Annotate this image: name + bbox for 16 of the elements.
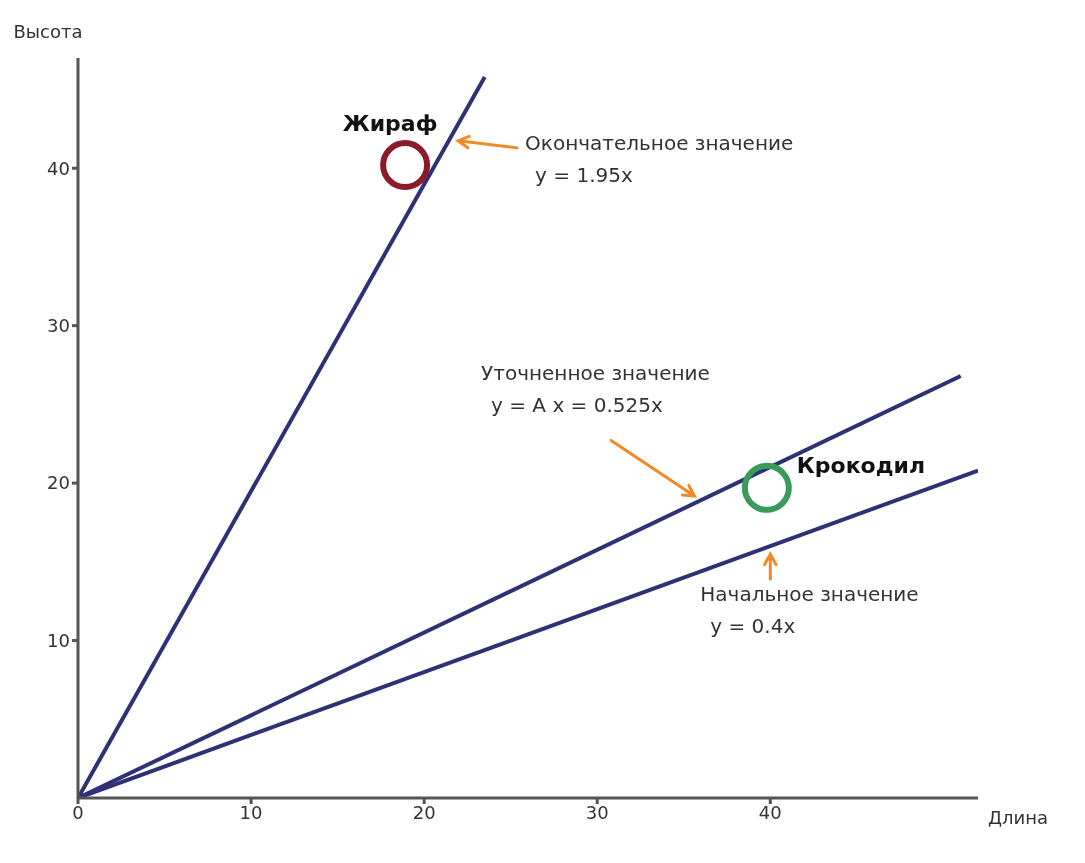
x-tick-label: 30 <box>585 801 609 823</box>
y-axis-title: Высота <box>13 21 83 42</box>
x-tick-label: 40 <box>758 801 782 823</box>
annotation: Окончательное значение y = 1.95x <box>525 130 794 187</box>
x-tick-label: 10 <box>239 801 263 823</box>
annotation: Уточненное значение y = A x = 0.525x <box>481 361 710 418</box>
series-label: Крокодил <box>796 452 926 478</box>
y-tick-label: 30 <box>47 315 70 337</box>
series-label: Жираф <box>342 111 438 137</box>
x-tick-label: 0 <box>72 801 84 823</box>
y-tick-label: 10 <box>47 629 70 651</box>
x-axis-title: Длина <box>988 807 1049 829</box>
y-tick-label: 40 <box>47 157 70 179</box>
annotation: Начальное значение y = 0.4x <box>700 582 919 639</box>
x-tick-label: 20 <box>412 801 436 823</box>
y-tick-label: 20 <box>47 472 70 494</box>
